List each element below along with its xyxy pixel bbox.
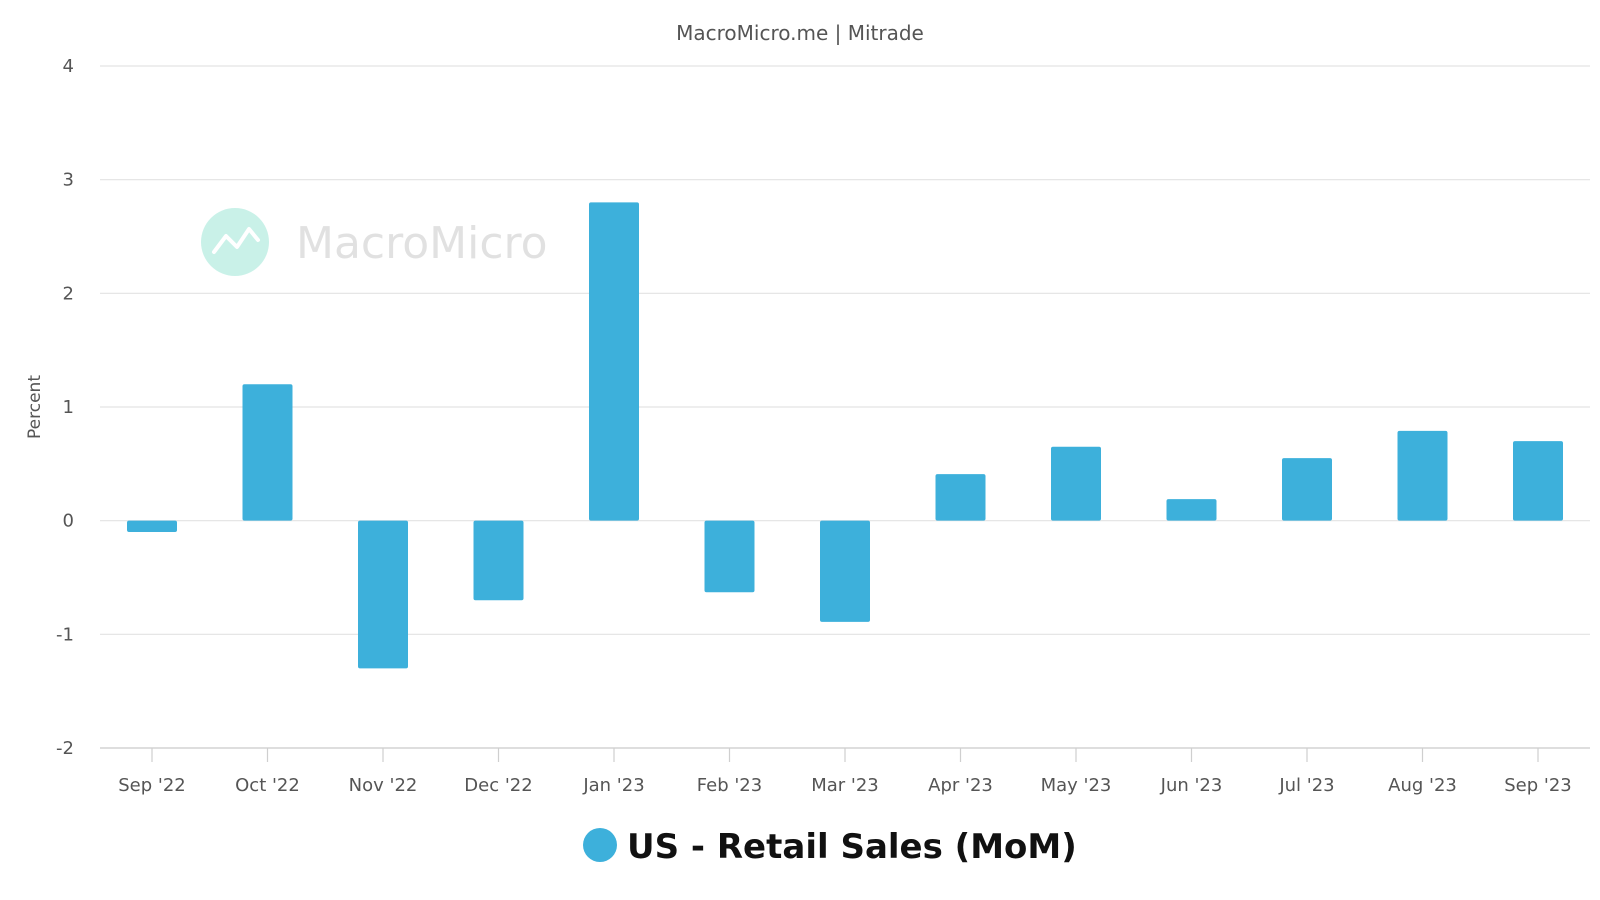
grid-lines (100, 65, 1590, 749)
x-tick-label: Oct '22 (235, 775, 300, 796)
bar[interactable] (589, 202, 639, 521)
legend[interactable]: US - Retail Sales (MoM) (583, 827, 1077, 867)
x-tick-label: Feb '23 (697, 775, 762, 796)
y-axis-ticks: 4 3 2 1 0 -1 -2 (56, 56, 74, 759)
y-tick-label: -2 (56, 738, 74, 759)
watermark: MacroMicro (201, 208, 548, 276)
bar[interactable] (358, 520, 408, 669)
x-tick-label: Sep '23 (1504, 775, 1572, 796)
bar[interactable] (820, 520, 870, 622)
bars (127, 202, 1563, 669)
x-tick-label: Sep '22 (118, 775, 186, 796)
watermark-text: MacroMicro (296, 218, 548, 269)
bar[interactable] (1282, 458, 1332, 521)
bar[interactable] (1051, 446, 1101, 521)
y-tick-label: 0 (63, 511, 74, 532)
legend-label[interactable]: US - Retail Sales (MoM) (627, 827, 1077, 867)
y-axis-title: Percent (25, 375, 45, 439)
chart-subtitle: MacroMicro.me | Mitrade (676, 21, 924, 45)
y-tick-label: 1 (63, 397, 74, 418)
bar[interactable] (242, 384, 293, 521)
y-tick-label: 4 (63, 56, 74, 77)
watermark-logo-icon (201, 208, 269, 276)
x-tick-label: Jan '23 (582, 775, 644, 796)
bar[interactable] (935, 474, 986, 521)
y-tick-label: 2 (63, 283, 74, 304)
bar[interactable] (473, 520, 524, 601)
x-tick-label: May '23 (1041, 775, 1112, 796)
x-axis-ticks: Sep '22 Oct '22 Nov '22 Dec '22 Jan '23 Feb '… (118, 748, 1572, 796)
bar[interactable] (704, 520, 755, 593)
bar[interactable] (1513, 441, 1563, 521)
x-tick-label: Aug '23 (1388, 775, 1457, 796)
x-tick-label: Mar '23 (811, 775, 879, 796)
y-tick-label: 3 (63, 170, 74, 191)
bar[interactable] (127, 520, 177, 533)
y-tick-label: -1 (56, 624, 74, 645)
legend-swatch-icon (583, 828, 617, 862)
bar[interactable] (1397, 430, 1448, 521)
x-tick-label: Dec '22 (464, 775, 532, 796)
x-tick-label: Nov '22 (349, 775, 418, 796)
x-tick-label: Jun '23 (1160, 775, 1223, 796)
x-tick-label: Jul '23 (1278, 775, 1334, 796)
x-tick-label: Apr '23 (928, 775, 993, 796)
bar[interactable] (1166, 499, 1217, 521)
watermark-chart-line-icon (212, 227, 260, 254)
